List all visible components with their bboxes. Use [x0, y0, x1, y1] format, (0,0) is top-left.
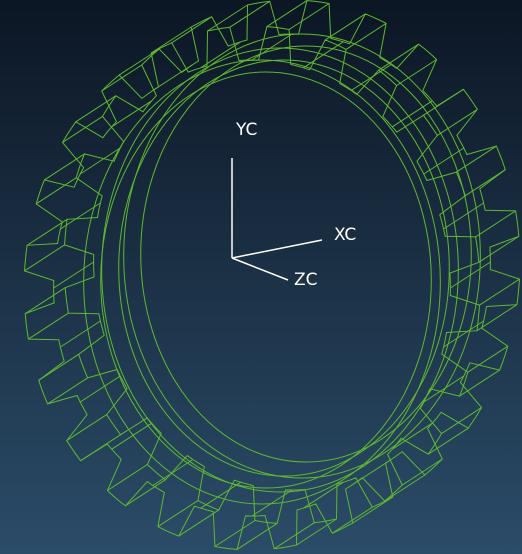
tooth-edge [274, 522, 315, 550]
tooth-edge [423, 88, 464, 116]
tooth-edge [200, 481, 241, 509]
tooth-edge [345, 22, 387, 50]
tooth-edge [200, 41, 241, 69]
tooth-edge [443, 320, 484, 348]
ring [123, 33, 481, 479]
ring [118, 59, 450, 477]
tooth-edge [465, 169, 506, 197]
x-axis [231, 239, 323, 259]
tooth-edge [229, 0, 270, 28]
tooth-edge [111, 100, 152, 128]
tooth-edge [332, 506, 373, 534]
tooth-edge [111, 422, 152, 450]
tooth-edge [303, 41, 344, 69]
tooth-edge [125, 479, 166, 507]
tooth-edge [266, 0, 308, 28]
tooth-edge [288, 3, 330, 30]
tooth-edge [251, 489, 293, 517]
tooth-edge [38, 353, 79, 381]
tooth-edge [157, 500, 199, 528]
tooth-edge [214, 520, 256, 547]
tooth-edge [101, 64, 142, 92]
tooth-edge [66, 414, 107, 442]
tooth-edge [459, 369, 500, 397]
tooth-edge [60, 320, 101, 348]
x-axis-label: XC [334, 225, 356, 245]
tooth-edge [350, 459, 392, 486]
tooth-edge [79, 147, 121, 175]
tooth-edge [79, 375, 121, 403]
tooth-edge [152, 459, 194, 486]
tooth-edge [171, 16, 212, 44]
tooth-edge [475, 210, 516, 238]
tooth-edge [60, 202, 101, 230]
ring [101, 47, 459, 493]
tooth-edge [427, 427, 469, 455]
ring [100, 71, 432, 489]
tooth-edge [476, 304, 518, 332]
tooth-edge [47, 377, 88, 405]
tooth-edge [392, 422, 433, 450]
tooth-edge [441, 407, 482, 435]
tooth-edge [24, 244, 65, 272]
tooth-edge [423, 147, 465, 175]
tooth-edge [53, 261, 94, 289]
tooth-edge [352, 496, 394, 524]
tooth-edge [207, 4, 248, 32]
tooth-edge [325, 13, 366, 41]
tooth-edge [423, 375, 465, 403]
tooth-edge [392, 100, 433, 128]
tooth-edge [296, 518, 337, 546]
tooth-edge [437, 108, 478, 136]
z-axis-label: ZC [294, 270, 318, 290]
tooth-edge [178, 509, 219, 537]
tooth-edge [479, 278, 520, 306]
y-axis-label: YC [235, 120, 257, 140]
ring [83, 59, 441, 505]
tooth-edge [44, 153, 85, 181]
tooth-edge [26, 218, 68, 246]
tooth-edge [396, 59, 437, 86]
tooth-edge [75, 95, 117, 123]
tooth-edge [303, 481, 344, 509]
tooth-edge [118, 48, 160, 76]
tooth-edge [107, 464, 148, 491]
tooth-edge [350, 64, 392, 91]
gear-wireframe [23, 0, 521, 550]
z-axis [231, 257, 289, 281]
tooth-edge [456, 145, 497, 173]
tooth-edge [80, 434, 121, 462]
tooth-edge [467, 345, 509, 373]
tooth-edge [35, 177, 77, 205]
tooth-edge [251, 33, 293, 61]
tooth-edge [62, 115, 103, 143]
tooth-edge [443, 202, 484, 230]
axis-triad [231, 158, 323, 281]
tooth-edge [236, 522, 278, 550]
tooth-edge [450, 261, 491, 289]
ring [140, 45, 472, 463]
tooth-edge [378, 43, 419, 71]
tooth-edge [28, 312, 69, 340]
tooth-edge [402, 458, 443, 486]
tooth-edge [384, 474, 426, 502]
tooth-edge [150, 26, 192, 54]
tooth-edge [152, 64, 194, 91]
tooth-edge [478, 235, 520, 263]
tooth-edge [24, 287, 66, 315]
